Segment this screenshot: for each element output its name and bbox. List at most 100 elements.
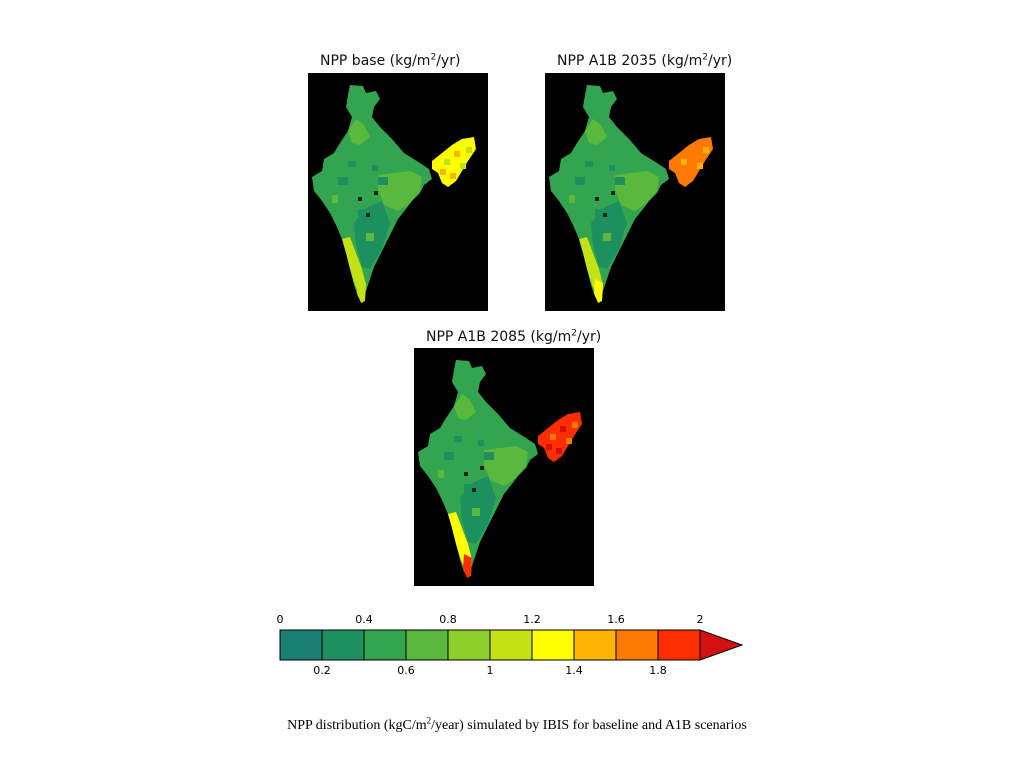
grid-cell [366,233,374,241]
grid-cell [506,458,514,468]
no-data-cell [611,191,615,195]
no-data-cell [358,197,362,201]
colorbar-segment [531,629,575,661]
southern-tip-region [594,279,603,303]
colorbar-tick-label-top: 1.6 [607,613,625,626]
grid-cell [595,209,603,217]
colorbar-tick-label-top: 2 [697,613,704,626]
grid-cell [438,470,444,478]
grid-cell [627,195,633,203]
colorbar-segment [321,629,365,661]
grid-cell [358,209,366,217]
grid-cell [454,436,462,442]
mainland-region [312,85,432,301]
colorbar-segment [657,629,701,661]
grid-cell [478,498,484,506]
northern-region [348,119,370,145]
map-panel-a1b-2035 [545,73,725,311]
grid-cell [637,183,645,193]
grid-cell [615,177,625,185]
southern-tip-region [357,279,366,303]
grid-cell [348,161,356,167]
grid-cell [516,456,522,462]
grid-cell [332,195,338,203]
colorbar-segment [615,629,659,661]
colorbar-tick-label-top: 0 [277,613,284,626]
grid-cell [484,452,494,460]
grid-cell [585,161,593,167]
northeast-cell [572,422,578,428]
northeast-cell [546,444,552,450]
northeast-cell [566,438,572,444]
map-panel-a1b-2085 [414,348,594,586]
grid-cell [603,233,611,241]
northeast-cell [691,151,697,157]
northeast-region [432,137,476,187]
northeast-cell [460,163,466,169]
grid-cell [338,177,348,185]
northeast-cell [556,448,562,454]
northern-region [585,119,607,145]
mainland-region [549,85,669,301]
no-data-cell [595,197,599,201]
northeast-cell [677,169,683,175]
northern-region [454,394,476,420]
no-data-cell [603,213,607,217]
colorbar-segment [447,629,491,661]
no-data-cell [480,466,484,470]
colorbar-tick-label-bottom: 0.6 [397,664,415,677]
panel-title-a1b-2035: NPP A1B 2035 (kg/m2/yr) [557,52,733,69]
grid-cell [372,165,378,171]
no-data-cell [472,488,476,492]
colorbar-arrow [699,629,744,661]
colorbar-segment [489,629,533,661]
no-data-cell [366,213,370,217]
colorbar-segment [279,629,323,661]
india-map-a1b-2035 [549,85,713,303]
grid-cell [444,452,454,460]
grid-cell [378,177,388,185]
northeast-cell [703,147,709,153]
northeast-cell [450,173,456,179]
colorbar-tick-label-bottom: 1.4 [565,664,583,677]
no-data-cell [374,191,378,195]
grid-cell [609,223,615,231]
southern-tip-region [463,554,472,578]
colorbar-tick-label-top: 1.2 [523,613,541,626]
grid-cell [390,195,396,203]
india-map-a1b-2085 [418,360,582,578]
grid-cell [569,195,575,203]
northeast-cell [560,426,566,432]
colorbar-tick-label-bottom: 1 [487,664,494,677]
colorbar-tick-label-bottom: 1.8 [649,664,667,677]
grid-cell [464,484,472,492]
northeast-region [538,412,582,462]
colorbar-segment [363,629,407,661]
colorbar-tick-label-bottom: 0.2 [313,664,331,677]
northeast-cell [550,434,556,440]
grid-cell [410,181,416,187]
colorbar-tick-label-top: 0.4 [355,613,373,626]
colorbar-segment [405,629,449,661]
panel-title-base: NPP base (kg/m2/yr) [320,52,461,69]
grid-cell [647,181,653,187]
figure-caption: NPP distribution (kgC/m2/year) simulated… [287,715,747,733]
grid-cell [575,177,585,185]
northeast-cell [444,159,450,165]
northeast-cell [697,163,703,169]
map-panel-base [308,73,488,311]
grid-cell [478,440,484,446]
northeast-cell [687,173,693,179]
india-map-base [312,85,476,303]
northeast-cell [454,151,460,157]
northeast-cell [466,147,472,153]
grid-cell [472,508,480,516]
grid-cell [609,165,615,171]
northeast-cell [440,169,446,175]
grid-cell [400,183,408,193]
northeast-region [669,137,713,187]
grid-cell [496,470,502,478]
grid-cell [372,223,378,231]
northeast-cell [681,159,687,165]
no-data-cell [464,472,468,476]
